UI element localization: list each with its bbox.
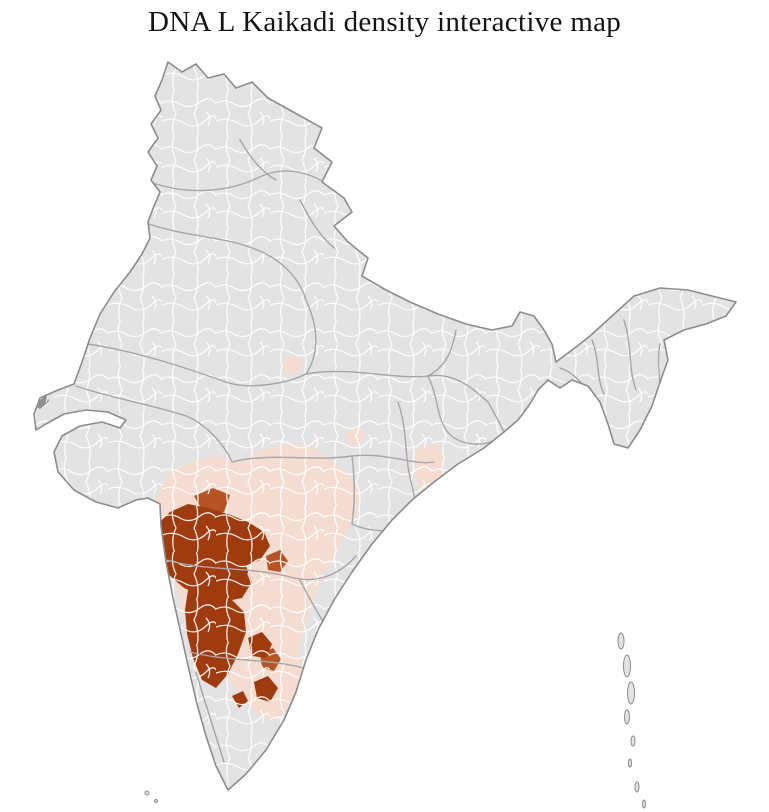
andaman-island[interactable]: [617, 632, 625, 650]
nicobar-island[interactable]: [628, 758, 632, 768]
lakshadweep-island[interactable]: [144, 790, 150, 796]
andaman-island[interactable]: [627, 681, 635, 705]
andaman-island[interactable]: [624, 709, 630, 725]
andaman-island[interactable]: [623, 654, 631, 678]
lakshadweep-island[interactable]: [154, 799, 158, 803]
nicobar-island[interactable]: [634, 781, 640, 793]
state-boundaries: [75, 139, 661, 763]
nicobar-island[interactable]: [630, 735, 636, 747]
islands[interactable]: [144, 632, 646, 809]
nicobar-island[interactable]: [642, 799, 646, 809]
india-outline: [33, 61, 737, 791]
page-title: DNA L Kaikadi density interactive map: [147, 6, 622, 38]
